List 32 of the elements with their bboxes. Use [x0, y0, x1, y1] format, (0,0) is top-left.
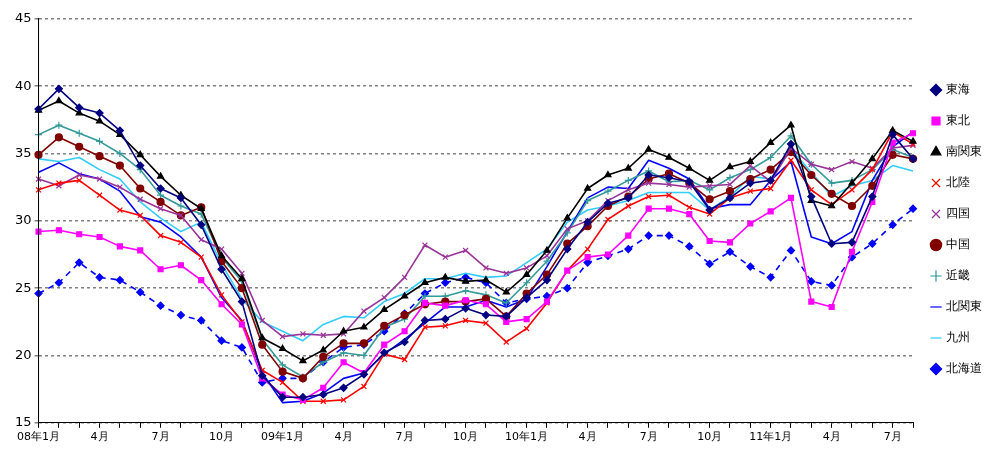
- x-tick-label: 09年1月: [261, 430, 305, 444]
- x-tick-label: 4月: [334, 430, 353, 444]
- x-tick-label: 4月: [578, 430, 597, 444]
- legend-label: 四国: [946, 206, 970, 221]
- y-tick-label: 30: [15, 212, 32, 228]
- x-tick-label: 10月: [209, 430, 235, 444]
- x-tick-label: 7月: [883, 430, 902, 444]
- x-tick-label: 11年1月: [749, 430, 793, 444]
- legend-label: 南関東: [946, 144, 982, 159]
- x-tick-label: 7月: [395, 430, 414, 444]
- x-tick-label: 10月: [697, 430, 723, 444]
- legend-label: 北関東: [946, 299, 982, 314]
- x-tick-label: 7月: [151, 430, 170, 444]
- legend-label: 中国: [946, 237, 970, 252]
- x-tick-label: 10年1月: [505, 430, 549, 444]
- y-tick-label: 15: [15, 414, 32, 430]
- legend-label: 近畿: [946, 268, 970, 283]
- y-tick-label: 20: [15, 346, 32, 362]
- legend-label: 北陸: [946, 175, 970, 190]
- x-tick-label: 10月: [453, 430, 479, 444]
- y-tick-label: 25: [15, 279, 32, 295]
- legend-label: 東海: [946, 82, 970, 97]
- x-tick-label: 08年1月: [17, 430, 61, 444]
- x-tick-label: 4月: [822, 430, 841, 444]
- x-tick-label: 7月: [639, 430, 658, 444]
- y-tick-label: 45: [15, 10, 32, 26]
- legend-label: 北海道: [946, 361, 982, 376]
- y-tick-label: 40: [15, 77, 32, 93]
- y-tick-label: 35: [15, 144, 32, 160]
- legend-label: 東北: [946, 113, 970, 128]
- legend-label: 九州: [946, 330, 970, 345]
- x-tick-label: 4月: [90, 430, 109, 444]
